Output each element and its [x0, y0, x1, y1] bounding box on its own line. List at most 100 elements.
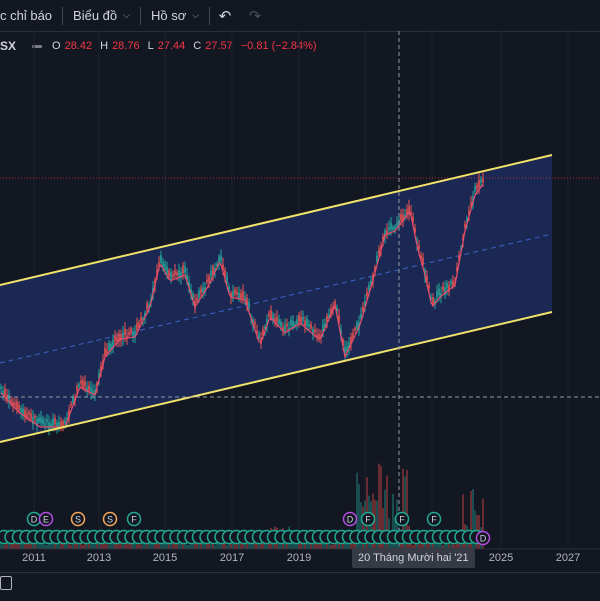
- candle-body: [480, 179, 482, 183]
- candle-body: [460, 248, 462, 251]
- x-tick-label: 2011: [22, 552, 46, 564]
- candle-body: [432, 297, 434, 305]
- candle-body: [120, 333, 122, 341]
- chart-menu-button[interactable]: Biểu đồ ⌵: [63, 0, 140, 31]
- candle-body: [388, 227, 390, 231]
- volume-bar: [214, 544, 216, 549]
- volume-bar: [442, 544, 444, 549]
- candle-body: [244, 296, 246, 301]
- calendar-icon[interactable]: [0, 576, 12, 590]
- candle-body: [16, 401, 18, 409]
- candle-body: [284, 325, 286, 332]
- event-marker[interactable]: [102, 511, 118, 527]
- candle-body: [254, 322, 256, 325]
- volume-bar: [330, 544, 332, 549]
- channel-upper-line[interactable]: [0, 154, 553, 286]
- top-toolbar: c chỉ báo Biểu đồ ⌵ Hồ sơ ⌵ ↶ ↷: [0, 0, 600, 32]
- candle-body: [56, 422, 58, 429]
- candle-body: [400, 213, 402, 221]
- event-marker[interactable]: [38, 511, 54, 527]
- volume-bar: [92, 544, 94, 549]
- indicators-label: c chỉ báo: [0, 8, 53, 23]
- event-marker[interactable]: [70, 511, 86, 527]
- volume-bar: [188, 544, 190, 549]
- candle-body: [184, 266, 186, 273]
- candle-body: [384, 230, 386, 238]
- candle-body: [286, 323, 288, 327]
- candle-body: [318, 334, 320, 340]
- redo-icon[interactable]: ↷: [248, 7, 262, 25]
- candle-body: [54, 418, 56, 425]
- candle-body: [90, 387, 92, 394]
- volume-bar: [318, 544, 320, 549]
- candle-body: [276, 316, 278, 323]
- volume-bar: [50, 540, 52, 549]
- candle-body: [420, 255, 422, 259]
- candle-body: [446, 282, 448, 289]
- candle-body: [4, 389, 6, 396]
- volume-bar: [116, 542, 118, 549]
- volume-bar: [44, 544, 46, 549]
- candle-body: [142, 318, 144, 321]
- candle-body: [240, 293, 242, 299]
- candle-body: [448, 285, 450, 293]
- profile-menu-label: Hồ sơ: [150, 8, 187, 23]
- volume-bar: [132, 541, 134, 549]
- candle-body: [32, 416, 34, 425]
- candle-body: [266, 319, 268, 326]
- volume-bar: [70, 544, 72, 549]
- channel-lower-line[interactable]: [0, 311, 553, 443]
- event-marker[interactable]: [126, 511, 142, 527]
- volume-bar: [148, 542, 150, 549]
- event-marker[interactable]: [426, 511, 442, 527]
- candle-body: [322, 324, 324, 332]
- candle-body: [304, 320, 306, 327]
- volume-bar: [98, 539, 100, 549]
- volume-bar: [436, 542, 438, 549]
- x-tick-label: 2019: [286, 552, 312, 564]
- event-marker[interactable]: [342, 511, 358, 527]
- candle-body: [180, 272, 182, 278]
- candle-body: [482, 178, 484, 183]
- candle-body: [80, 380, 82, 384]
- event-markers[interactable]: D E S S F D F F FD: [0, 511, 491, 546]
- volume-bar: [234, 539, 236, 549]
- volume-bar: [152, 542, 154, 549]
- candle-body: [202, 287, 204, 293]
- volume-bar: [6, 539, 8, 549]
- candle-body: [312, 328, 314, 336]
- candle-body: [350, 336, 352, 345]
- candle-body: [22, 408, 24, 416]
- candle-body: [94, 390, 96, 395]
- candle-body: [406, 209, 408, 215]
- candle-body: [264, 326, 266, 330]
- open-key: O: [52, 40, 61, 52]
- candle-body: [282, 327, 284, 330]
- minimize-legend-icon[interactable]: [32, 44, 43, 48]
- candle-body: [162, 261, 164, 268]
- event-marker[interactable]: [360, 511, 376, 527]
- volume-bar: [322, 537, 324, 549]
- candle-body: [140, 317, 142, 322]
- undo-icon[interactable]: ↶: [218, 7, 232, 25]
- bottom-bar: [0, 572, 600, 601]
- volume-bar: [456, 538, 458, 549]
- profile-menu-button[interactable]: Hồ sơ ⌵: [141, 0, 209, 31]
- volume-bar: [122, 543, 124, 549]
- candle-body: [258, 333, 260, 339]
- event-marker[interactable]: [475, 530, 491, 546]
- volume-bar: [462, 494, 464, 549]
- volume-bar: [358, 484, 360, 549]
- event-letter: F: [365, 515, 371, 525]
- candle-body: [36, 418, 38, 426]
- x-tick-label: 2027: [555, 552, 581, 564]
- volume-bar: [194, 538, 196, 549]
- candle-body: [50, 423, 52, 428]
- candle-body: [272, 314, 274, 321]
- symbol-label[interactable]: SX: [0, 39, 17, 53]
- event-marker[interactable]: [394, 511, 410, 527]
- candle-body: [44, 423, 46, 426]
- price-chart[interactable]: D E S S F D F F FD: [0, 31, 600, 572]
- indicators-button[interactable]: c chỉ báo: [0, 0, 62, 31]
- volume-bar: [52, 541, 54, 549]
